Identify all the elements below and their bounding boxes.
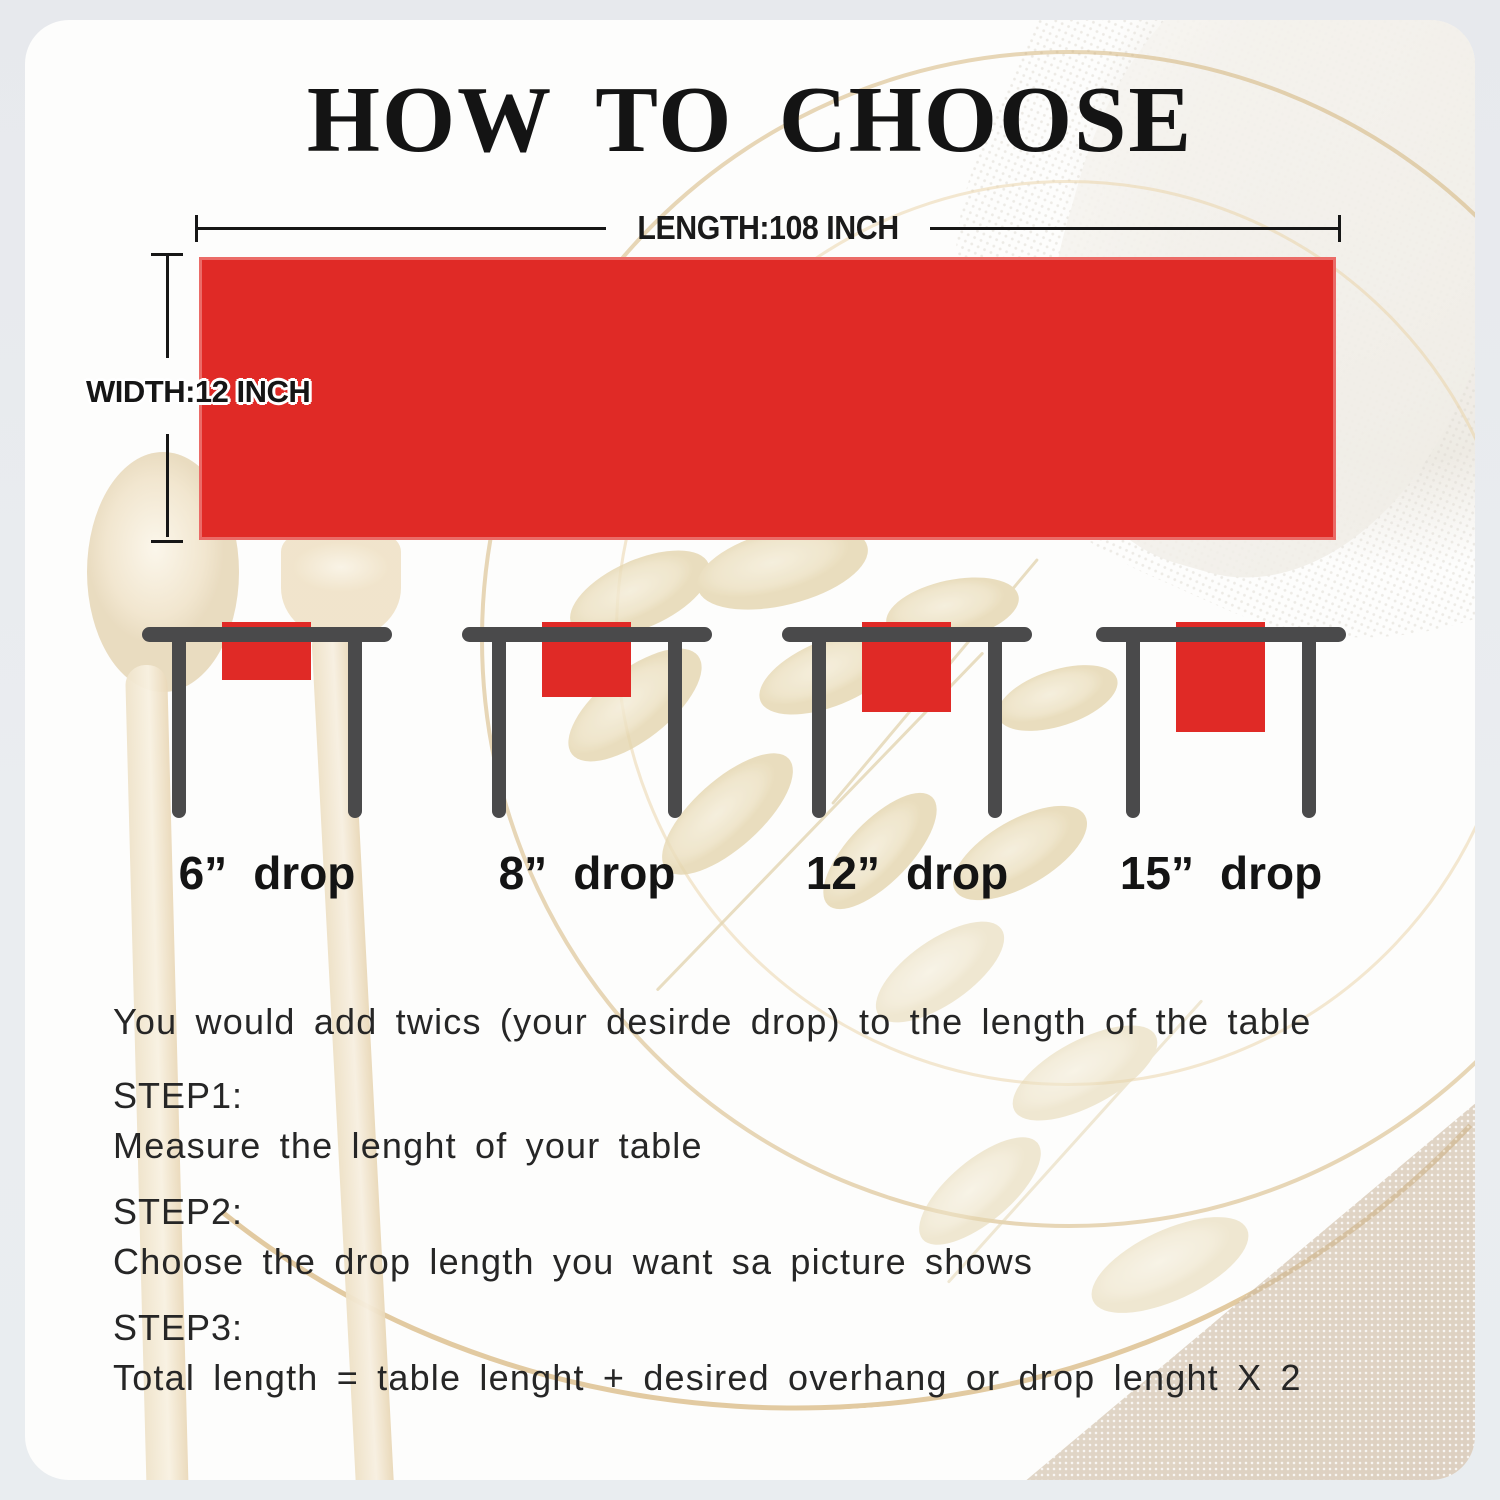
drop-label-8in: 8” drop xyxy=(462,846,712,900)
table-leg-left xyxy=(1126,627,1140,818)
dimension-tick-right xyxy=(1338,214,1342,242)
dimension-line-left xyxy=(198,226,606,230)
dimension-line-right xyxy=(930,226,1339,230)
dimension-tick-left xyxy=(195,214,198,242)
drop-size: 15” xyxy=(1119,847,1194,899)
length-dimension-line: LENGTH:108 INCH xyxy=(195,209,1342,246)
table-figure-8-drop xyxy=(462,620,712,820)
step2-text: Choose the drop length you want sa pictu… xyxy=(113,1241,1034,1282)
table-leg-right xyxy=(988,627,1002,818)
drop-label-15in: 15” drop xyxy=(1096,846,1346,900)
dimension-tick-top xyxy=(151,253,183,256)
width-label: WIDTH:12 INCH xyxy=(86,374,311,409)
dimension-line-top xyxy=(166,256,169,358)
step2-label: STEP2: xyxy=(113,1191,244,1232)
length-label: LENGTH:108 INCH xyxy=(637,209,899,246)
drop-size: 8” xyxy=(498,847,548,899)
drop-size: 12” xyxy=(805,847,880,899)
table-leg-left xyxy=(172,627,186,818)
drop-word: drop xyxy=(1219,847,1323,899)
intro-text: You would add twics (your desirde drop) … xyxy=(113,1001,1312,1042)
instructions: You would add twics (your desirde drop) … xyxy=(113,1000,1443,1422)
table-leg-right xyxy=(668,627,682,818)
table-figure-15-drop xyxy=(1096,620,1346,820)
step1-text: Measure the lenght of your table xyxy=(113,1125,703,1166)
table-leg-left xyxy=(812,627,826,818)
drop-word: drop xyxy=(905,847,1009,899)
table-figure-12-drop xyxy=(782,620,1032,820)
table-runner-swatch xyxy=(199,257,1336,540)
step3-text: Total length = table lenght + desired ov… xyxy=(113,1357,1302,1398)
drop-size: 6” xyxy=(178,847,228,899)
drop-label-12in: 12” drop xyxy=(782,846,1032,900)
page-title: HOW TO CHOOSE xyxy=(306,68,1194,172)
step1-label: STEP1: xyxy=(113,1075,244,1116)
table-leg-right xyxy=(348,627,362,818)
drop-word: drop xyxy=(253,847,356,899)
dimension-line-bottom xyxy=(166,434,169,537)
drop-label-6in: 6” drop xyxy=(142,846,392,900)
step3-label: STEP3: xyxy=(113,1307,244,1348)
table-figure-6-drop xyxy=(142,620,392,820)
table-leg-right xyxy=(1302,627,1316,818)
table-leg-left xyxy=(492,627,506,818)
drop-word: drop xyxy=(573,847,676,899)
dimension-tick-bottom xyxy=(151,540,183,543)
